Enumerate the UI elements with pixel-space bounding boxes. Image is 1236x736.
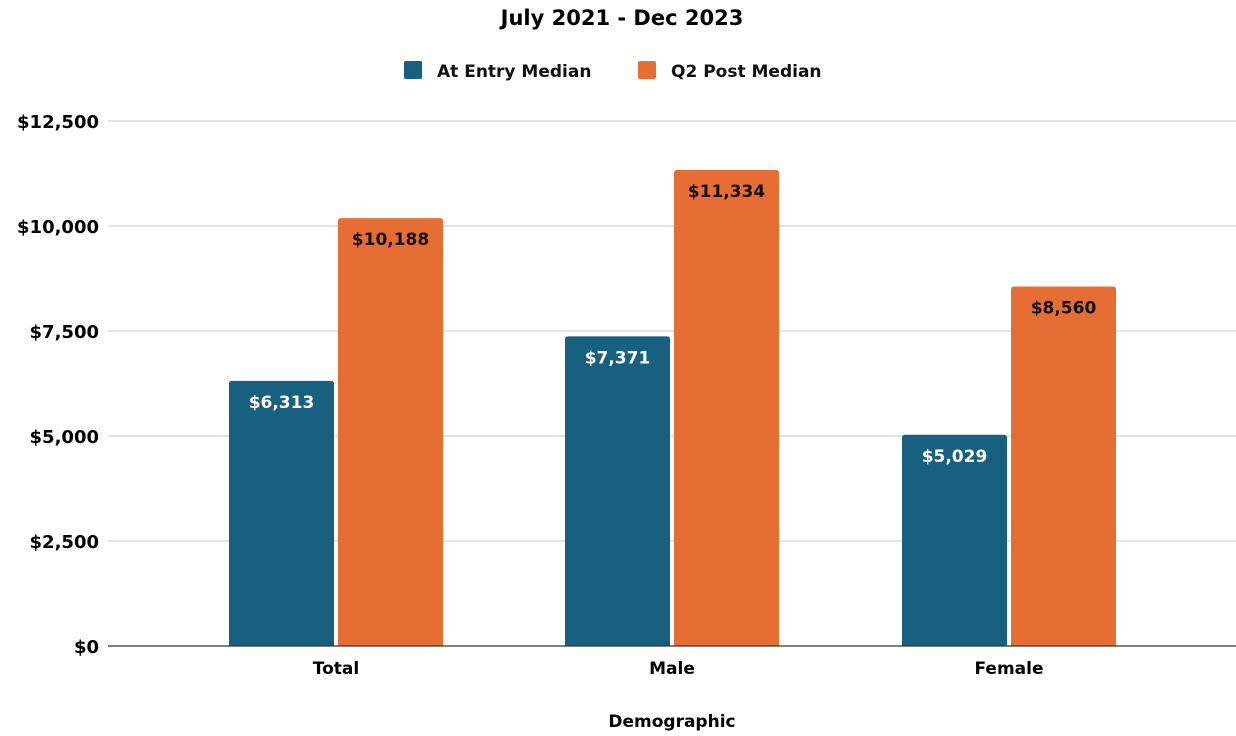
legend-swatch-at-entry-median (404, 61, 422, 79)
bar-value-label: $7,371 (585, 348, 651, 368)
bar-value-label: $6,313 (249, 393, 315, 413)
x-tick-label-total: Total (313, 659, 359, 679)
bar-male-at-entry-median (565, 336, 670, 646)
y-tick-label: $2,500 (30, 532, 99, 553)
bar-value-label: $11,334 (688, 182, 766, 202)
x-tick-label-male: Male (649, 659, 695, 679)
legend: At Entry Median Q2 Post Median (404, 61, 822, 82)
bar-total-at-entry-median (229, 380, 334, 646)
y-tick-label: $0 (74, 637, 99, 658)
bar-male-q2-post-median (674, 169, 779, 647)
legend-label-at-entry-median: At Entry Median (437, 62, 591, 82)
y-tick-label: $7,500 (30, 322, 99, 343)
x-axis-tick-labels: Total Male Female (313, 659, 1044, 679)
bar-value-label: $8,560 (1031, 298, 1097, 318)
chart-title: July 2021 - Dec 2023 (499, 6, 744, 30)
x-tick-label-female: Female (975, 659, 1044, 679)
y-axis-tick-labels: $0 $2,500 $5,000 $7,500 $10,000 $12,500 (17, 112, 99, 658)
y-tick-label: $5,000 (30, 427, 99, 448)
bar-value-label: $5,029 (922, 447, 988, 467)
legend-label-q2-post-median: Q2 Post Median (671, 62, 822, 82)
legend-swatch-q2-post-median (638, 61, 656, 79)
x-axis-title: Demographic (608, 712, 735, 732)
y-tick-label: $12,500 (17, 112, 99, 133)
bar-female-q2-post-median (1011, 286, 1116, 646)
bar-female-at-entry-median (902, 434, 1007, 646)
bar-data-labels: $6,313 $10,188 $7,371 $11,334 $5,029 $8,560 (249, 182, 1097, 467)
bar-value-label: $10,188 (352, 230, 429, 250)
bars (229, 169, 1116, 647)
bar-total-q2-post-median (338, 218, 443, 646)
y-tick-label: $10,000 (17, 217, 99, 238)
